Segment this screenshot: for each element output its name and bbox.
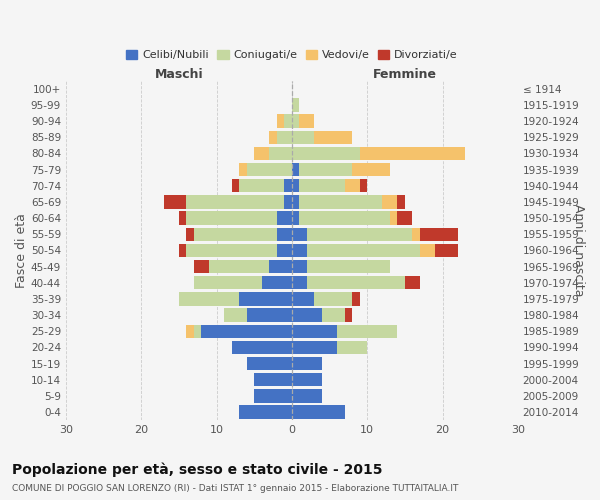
- Bar: [292, 260, 307, 273]
- Text: Maschi: Maschi: [155, 68, 203, 80]
- Bar: [179, 244, 187, 257]
- Bar: [420, 228, 458, 241]
- Bar: [307, 276, 405, 289]
- Text: COMUNE DI POGGIO SAN LORENZO (RI) - Dati ISTAT 1° gennaio 2015 - Elaborazione TU: COMUNE DI POGGIO SAN LORENZO (RI) - Dati…: [12, 484, 458, 493]
- Bar: [277, 212, 292, 224]
- Bar: [284, 179, 292, 192]
- Bar: [322, 308, 344, 322]
- Bar: [254, 390, 292, 402]
- Bar: [299, 114, 314, 128]
- Bar: [435, 244, 458, 257]
- Bar: [292, 212, 299, 224]
- Bar: [344, 308, 352, 322]
- Bar: [194, 324, 202, 338]
- Bar: [397, 212, 412, 224]
- Bar: [405, 276, 420, 289]
- Bar: [292, 373, 322, 386]
- Legend: Celibi/Nubili, Coniugati/e, Vedovi/e, Divorziati/e: Celibi/Nubili, Coniugati/e, Vedovi/e, Di…: [122, 46, 462, 65]
- Bar: [292, 147, 359, 160]
- Bar: [239, 406, 292, 418]
- Bar: [277, 114, 284, 128]
- Bar: [247, 357, 292, 370]
- Text: Popolazione per età, sesso e stato civile - 2015: Popolazione per età, sesso e stato civil…: [12, 462, 383, 477]
- Bar: [292, 390, 322, 402]
- Bar: [179, 212, 187, 224]
- Bar: [292, 308, 322, 322]
- Bar: [307, 244, 420, 257]
- Bar: [299, 212, 390, 224]
- Bar: [232, 179, 239, 192]
- Bar: [187, 324, 194, 338]
- Bar: [314, 292, 352, 306]
- Bar: [292, 357, 322, 370]
- Bar: [269, 147, 292, 160]
- Bar: [359, 179, 367, 192]
- Bar: [224, 308, 247, 322]
- Bar: [337, 341, 367, 354]
- Bar: [277, 130, 292, 144]
- Bar: [179, 292, 239, 306]
- Bar: [239, 179, 284, 192]
- Bar: [292, 276, 307, 289]
- Bar: [209, 260, 269, 273]
- Bar: [292, 406, 344, 418]
- Y-axis label: Anni di nascita: Anni di nascita: [572, 204, 585, 296]
- Bar: [194, 228, 277, 241]
- Bar: [299, 196, 382, 208]
- Bar: [194, 260, 209, 273]
- Bar: [164, 196, 187, 208]
- Bar: [187, 244, 277, 257]
- Bar: [292, 196, 299, 208]
- Bar: [247, 308, 292, 322]
- Bar: [232, 341, 292, 354]
- Bar: [299, 163, 352, 176]
- Bar: [344, 179, 359, 192]
- Y-axis label: Fasce di età: Fasce di età: [15, 213, 28, 288]
- Bar: [239, 292, 292, 306]
- Bar: [254, 373, 292, 386]
- Bar: [239, 163, 247, 176]
- Bar: [292, 179, 299, 192]
- Bar: [202, 324, 292, 338]
- Bar: [262, 276, 292, 289]
- Bar: [337, 324, 397, 338]
- Bar: [247, 163, 292, 176]
- Bar: [194, 276, 262, 289]
- Bar: [277, 228, 292, 241]
- Bar: [420, 244, 435, 257]
- Bar: [292, 244, 307, 257]
- Bar: [187, 228, 194, 241]
- Bar: [292, 341, 337, 354]
- Bar: [254, 147, 269, 160]
- Text: Femmine: Femmine: [373, 68, 437, 80]
- Bar: [307, 260, 390, 273]
- Bar: [299, 179, 344, 192]
- Bar: [269, 130, 277, 144]
- Bar: [277, 244, 292, 257]
- Bar: [292, 163, 299, 176]
- Bar: [292, 228, 307, 241]
- Bar: [352, 292, 359, 306]
- Bar: [352, 163, 390, 176]
- Bar: [292, 114, 299, 128]
- Bar: [269, 260, 292, 273]
- Bar: [412, 228, 420, 241]
- Bar: [359, 147, 465, 160]
- Bar: [397, 196, 405, 208]
- Bar: [390, 212, 397, 224]
- Bar: [284, 114, 292, 128]
- Bar: [307, 228, 412, 241]
- Bar: [187, 212, 277, 224]
- Bar: [284, 196, 292, 208]
- Bar: [292, 98, 299, 112]
- Bar: [314, 130, 352, 144]
- Bar: [382, 196, 397, 208]
- Bar: [292, 292, 314, 306]
- Bar: [187, 196, 284, 208]
- Bar: [292, 130, 314, 144]
- Bar: [292, 324, 337, 338]
